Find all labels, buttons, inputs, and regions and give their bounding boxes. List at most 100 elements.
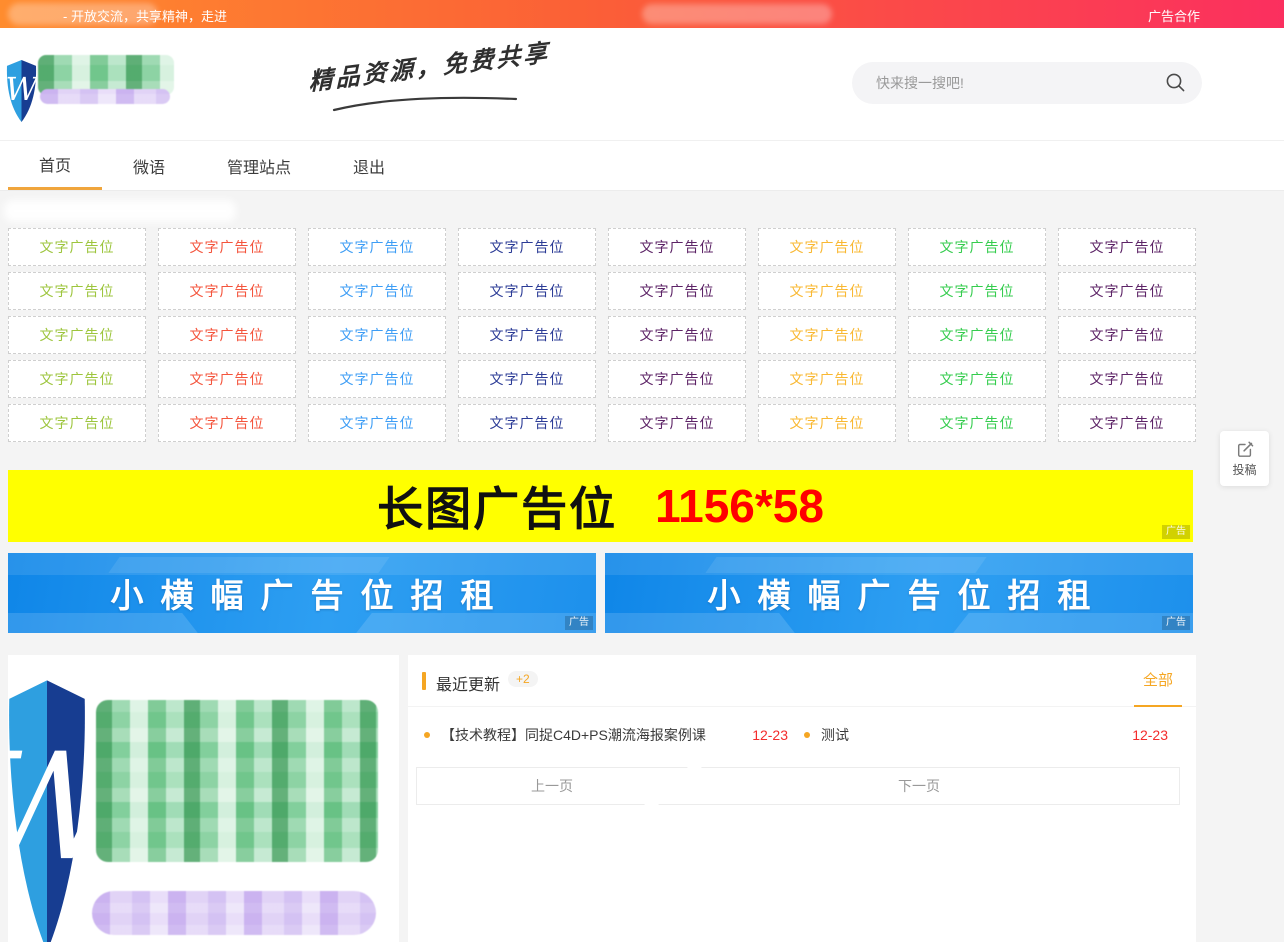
long-banner-ad[interactable]: 长图广告位 1156*58 广告 — [8, 470, 1193, 542]
tagline-underline-stroke — [332, 96, 518, 112]
text-ad-slot[interactable]: 文字广告位 — [308, 228, 446, 266]
section-title: 最近更新 — [436, 677, 501, 694]
banner-decoration — [605, 613, 795, 633]
article-title-link[interactable]: 测试 — [821, 727, 849, 743]
search-input[interactable] — [876, 63, 1156, 103]
prev-page-button[interactable]: 上一页 — [416, 767, 688, 805]
text-ad-slot[interactable]: 文字广告位 — [8, 228, 146, 266]
search-box — [852, 62, 1202, 104]
small-banner-ad-right[interactable]: 小横幅广告位招租 广告 — [605, 553, 1193, 633]
site-name-redacted — [38, 55, 174, 95]
text-ad-slot[interactable]: 文字广告位 — [1058, 360, 1196, 398]
article-date: 12-23 — [752, 727, 788, 743]
edit-icon — [1237, 441, 1253, 457]
text-ad-slot[interactable]: 文字广告位 — [458, 360, 596, 398]
text-ad-slot[interactable]: 文字广告位 — [758, 228, 896, 266]
text-ad-slot[interactable]: 文字广告位 — [158, 404, 296, 442]
recent-updates-card: 最近更新 +2 全部 【技术教程】同捉C4D+PS潮流海报案例课 12-23 测… — [408, 655, 1196, 942]
site-slogan: - 开放交流，共享精神，走进 — [63, 9, 227, 24]
redacted-blur — [642, 4, 832, 24]
text-ad-slot[interactable]: 文字广告位 — [458, 228, 596, 266]
profile-name-redacted — [96, 700, 378, 862]
banner-decoration — [8, 613, 198, 633]
text-ad-slot[interactable]: 文字广告位 — [308, 272, 446, 310]
text-ad-slot[interactable]: 文字广告位 — [158, 272, 296, 310]
nav-item-home[interactable]: 首页 — [8, 141, 103, 190]
text-ad-slot[interactable]: 文字广告位 — [608, 404, 746, 442]
profile-subtitle-redacted — [92, 891, 376, 935]
article-list: 【技术教程】同捉C4D+PS潮流海报案例课 12-23 测试 12-23 — [408, 707, 1196, 753]
text-ad-slot[interactable]: 文字广告位 — [458, 316, 596, 354]
view-all-link[interactable]: 全部 — [1133, 669, 1182, 707]
ad-label-badge: 广告 — [1162, 616, 1190, 630]
text-ad-slot[interactable]: 文字广告位 — [8, 272, 146, 310]
text-ad-slot[interactable]: 文字广告位 — [908, 228, 1046, 266]
svg-text:W: W — [5, 72, 38, 108]
nav-item-manage-site[interactable]: 管理站点 — [227, 159, 292, 177]
article-list-item: 【技术教程】同捉C4D+PS潮流海报案例课 12-23 — [424, 717, 804, 753]
banner-decoration — [953, 613, 1193, 633]
text-ad-slot[interactable]: 文字广告位 — [1058, 316, 1196, 354]
submit-post-label: 投稿 — [1232, 462, 1257, 477]
site-logo-icon[interactable]: W — [5, 58, 38, 124]
site-logo-large-icon: W — [8, 680, 88, 942]
text-ad-slot[interactable]: 文字广告位 — [758, 360, 896, 398]
article-date: 12-23 — [1132, 727, 1168, 743]
topbar: - 开放交流，共享精神，走进 广告合作 — [0, 0, 1284, 28]
text-ad-slot[interactable]: 文字广告位 — [458, 272, 596, 310]
banner-decoration — [605, 553, 1193, 575]
banner-decoration — [356, 613, 596, 633]
banner-decoration — [8, 553, 596, 575]
text-ad-slot[interactable]: 文字广告位 — [308, 360, 446, 398]
text-ad-slot[interactable]: 文字广告位 — [1058, 272, 1196, 310]
long-banner-title: 长图广告位 — [377, 483, 618, 535]
bullet-icon — [424, 732, 430, 738]
text-ad-slot[interactable]: 文字广告位 — [608, 360, 746, 398]
small-banner-title: 小横幅广告位招租 — [707, 577, 1108, 614]
text-ad-slot[interactable]: 文字广告位 — [8, 360, 146, 398]
banner-decoration — [108, 557, 390, 573]
ad-label-badge: 广告 — [565, 616, 593, 630]
bullet-icon — [804, 732, 810, 738]
text-ad-slot[interactable]: 文字广告位 — [8, 316, 146, 354]
text-ad-slot[interactable]: 文字广告位 — [8, 404, 146, 442]
text-ad-slot[interactable]: 文字广告位 — [308, 404, 446, 442]
text-ad-slot[interactable]: 文字广告位 — [608, 228, 746, 266]
site-subtitle-redacted — [40, 89, 170, 104]
site-header: W 精品资源，免费共享 — [0, 28, 1284, 140]
text-ad-slot[interactable]: 文字广告位 — [1058, 228, 1196, 266]
text-ad-slot[interactable]: 文字广告位 — [758, 316, 896, 354]
text-ad-slot[interactable]: 文字广告位 — [158, 316, 296, 354]
text-ad-slot[interactable]: 文字广告位 — [458, 404, 596, 442]
small-banner-ad-left[interactable]: 小横幅广告位招租 广告 — [8, 553, 596, 633]
text-ad-slot[interactable]: 文字广告位 — [908, 316, 1046, 354]
article-title-link[interactable]: 【技术教程】同捉C4D+PS潮流海报案例课 — [441, 727, 706, 743]
text-ad-slot[interactable]: 文字广告位 — [1058, 404, 1196, 442]
site-tagline: 精品资源，免费共享 — [308, 37, 551, 97]
text-ad-slot[interactable]: 文字广告位 — [608, 316, 746, 354]
search-icon[interactable] — [1165, 72, 1186, 93]
text-ad-slot[interactable]: 文字广告位 — [758, 404, 896, 442]
recent-updates-header: 最近更新 +2 全部 — [408, 655, 1196, 707]
pagination: 上一页 下一页 — [408, 767, 1196, 807]
profile-card: W — [8, 655, 399, 942]
ad-cooperation-link[interactable]: 广告合作 — [1147, 9, 1200, 24]
submit-post-button[interactable]: 投稿 — [1220, 431, 1269, 486]
text-ad-slot[interactable]: 文字广告位 — [758, 272, 896, 310]
text-ad-slot[interactable]: 文字广告位 — [908, 404, 1046, 442]
text-ad-slot[interactable]: 文字广告位 — [908, 360, 1046, 398]
text-ad-slot[interactable]: 文字广告位 — [308, 316, 446, 354]
new-count-badge: +2 — [508, 671, 538, 687]
text-ad-slot[interactable]: 文字广告位 — [158, 360, 296, 398]
text-ad-slot[interactable]: 文字广告位 — [608, 272, 746, 310]
text-ad-slot[interactable]: 文字广告位 — [158, 228, 296, 266]
long-banner-size: 1156*58 — [655, 480, 824, 532]
text-ad-grid: 文字广告位 文字广告位 文字广告位 文字广告位 文字广告位 文字广告位 文字广告位 文字广告位… — [8, 228, 1196, 442]
section-marker — [422, 672, 426, 690]
redacted-text-line — [4, 200, 236, 222]
next-page-button[interactable]: 下一页 — [658, 767, 1180, 805]
nav-item-weiyu[interactable]: 微语 — [133, 159, 166, 177]
nav-item-logout[interactable]: 退出 — [353, 159, 386, 177]
text-ad-slot[interactable]: 文字广告位 — [908, 272, 1046, 310]
